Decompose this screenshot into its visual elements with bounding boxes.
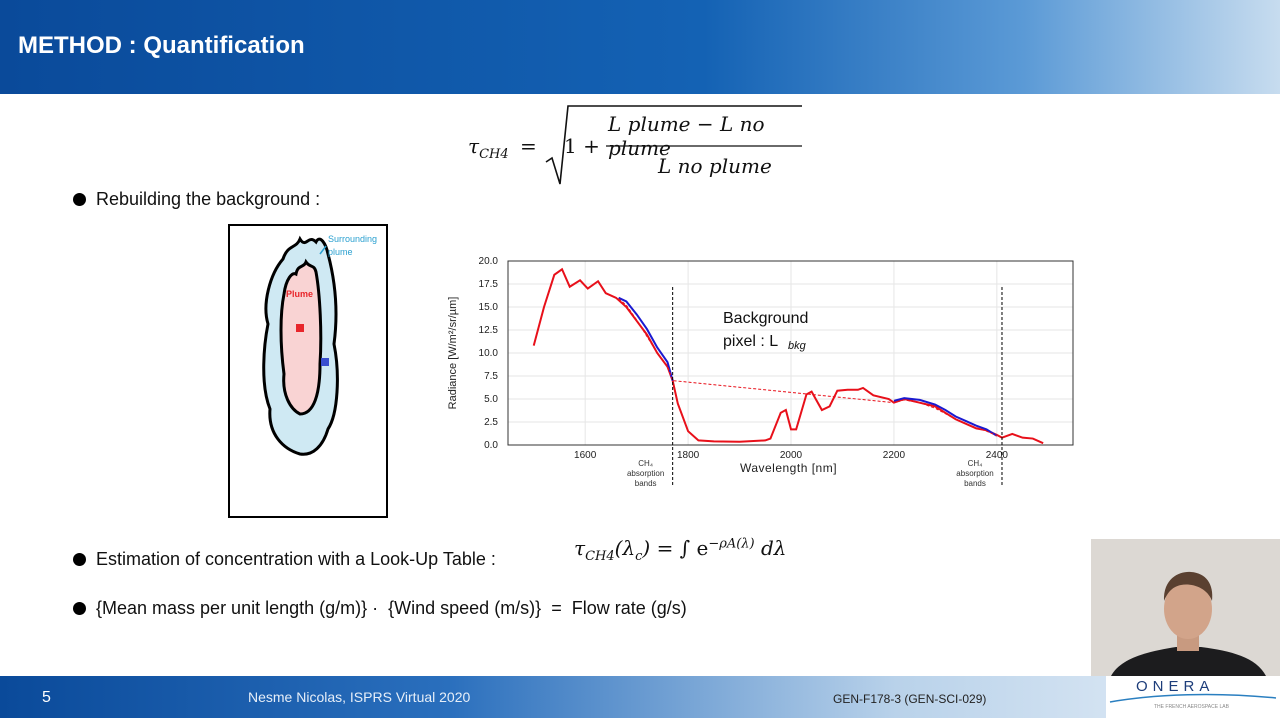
- x-tick-label: 1800: [677, 450, 700, 461]
- bullet-dot: [73, 553, 86, 566]
- plot-frame: [507, 260, 1074, 446]
- onera-logo: ONERA THE FRENCH AEROSPACE LAB: [1106, 676, 1280, 718]
- bullet-rebuild: Rebuilding the background :: [73, 189, 320, 210]
- x-axis-label: Wavelength [nm]: [740, 461, 837, 475]
- footer-code: GEN-F178-3 (GEN-SCI-029): [833, 692, 987, 706]
- y-tick-label: 2.5: [484, 417, 498, 428]
- bullet-text: {Mean mass per unit length (g/m)} · {Win…: [96, 598, 687, 618]
- page-number: 5: [42, 689, 51, 706]
- band-label: bands: [635, 479, 657, 488]
- x-tick-label: 1600: [574, 450, 597, 461]
- bullet-text: Estimation of concentration with a Look-…: [96, 549, 496, 569]
- plume-label: Plume: [286, 289, 313, 299]
- footer-author: Nesme Nicolas, ISPRS Virtual 2020: [248, 689, 471, 705]
- annotation-sub: bkg: [788, 340, 807, 352]
- plume-pixel: [296, 324, 304, 332]
- denominator: L no plume: [658, 154, 772, 178]
- surrounding-label-2: plume: [328, 247, 353, 257]
- x-tick-label: 2000: [780, 450, 803, 461]
- slide-title: METHOD : Quantification: [18, 32, 305, 59]
- logo-tagline: THE FRENCH AEROSPACE LAB: [1154, 704, 1229, 710]
- equals: =: [520, 134, 537, 158]
- band-label: absorption: [956, 469, 993, 478]
- bullet-flow: {Mean mass per unit length (g/m)} · {Win…: [73, 598, 687, 619]
- lambda-arg: (λ: [614, 536, 636, 560]
- x-tick-label: 2200: [883, 450, 906, 461]
- radiance-chart: 0.0 2.5 5.0 7.5 10.0 12.5 15.0 17.5 20.0 1600 1800…: [447, 256, 1074, 488]
- background-pixel: [321, 358, 329, 366]
- series-line-background-fit-1: [618, 296, 674, 381]
- y-tick-label: 10.0: [479, 348, 499, 359]
- tau-symbol: τ: [574, 536, 586, 560]
- lambda-sub: c: [635, 549, 643, 564]
- y-tick-label: 15.0: [479, 302, 499, 313]
- one-plus: 1 +: [564, 134, 600, 158]
- sqrt-sign: [545, 105, 802, 185]
- bullet-dot: [73, 602, 86, 615]
- y-tick-label: 12.5: [479, 325, 499, 336]
- y-tick-label: 7.5: [484, 371, 498, 382]
- bullet-text: Rebuilding the background :: [96, 189, 321, 209]
- slide-footer: 5 Nesme Nicolas, ISPRS Virtual 2020 GEN-…: [0, 676, 1280, 718]
- series-line-dashed: [618, 298, 998, 437]
- series-line-plume-radiance: [532, 267, 1044, 445]
- tau-sub: CH4: [479, 147, 509, 162]
- x-tick-label: 2400: [986, 450, 1009, 461]
- slide-header: METHOD : Quantification: [0, 0, 1280, 94]
- series-line-background-fit-2: [893, 397, 998, 437]
- band-label: bands: [964, 479, 986, 488]
- annotation-pixel: pixel : L: [723, 333, 778, 350]
- numerator: L plume − L no plume: [608, 112, 765, 160]
- annotation-background: Background: [723, 310, 808, 327]
- lut-formula: τCH4(λc) = ∫ e−ρA(λ) dλ: [574, 536, 787, 564]
- y-axis-label: Radiance [W/m²/sr/µm]: [447, 297, 459, 410]
- exponent: −ρA(λ): [708, 536, 755, 552]
- speaker-video: [1091, 539, 1280, 676]
- speaker-webcam: [1091, 539, 1280, 676]
- tau-formula: τCH4 = 1 + L plume − L no plume L no plu…: [468, 104, 808, 188]
- arrow-icon: [319, 245, 327, 255]
- tau-sub: CH4: [585, 549, 615, 564]
- d-lambda: dλ: [760, 536, 787, 560]
- logo-text: ONERA: [1136, 678, 1215, 695]
- plume-diagram: Plume Surrounding plume: [228, 224, 388, 518]
- band-label: absorption: [627, 469, 664, 478]
- band-label: CH₄: [638, 459, 653, 468]
- tau-symbol: τ: [468, 134, 480, 158]
- y-tick-label: 17.5: [479, 279, 499, 290]
- bullet-lut: Estimation of concentration with a Look-…: [73, 549, 496, 570]
- band-label: CH₄: [968, 459, 983, 468]
- integral: = ∫ e: [656, 536, 709, 560]
- bullet-dot: [73, 193, 86, 206]
- y-tick-label: 20.0: [479, 256, 499, 267]
- y-tick-label: 0.0: [484, 440, 498, 451]
- surrounding-label-1: Surrounding: [328, 234, 377, 244]
- y-tick-label: 5.0: [484, 394, 498, 405]
